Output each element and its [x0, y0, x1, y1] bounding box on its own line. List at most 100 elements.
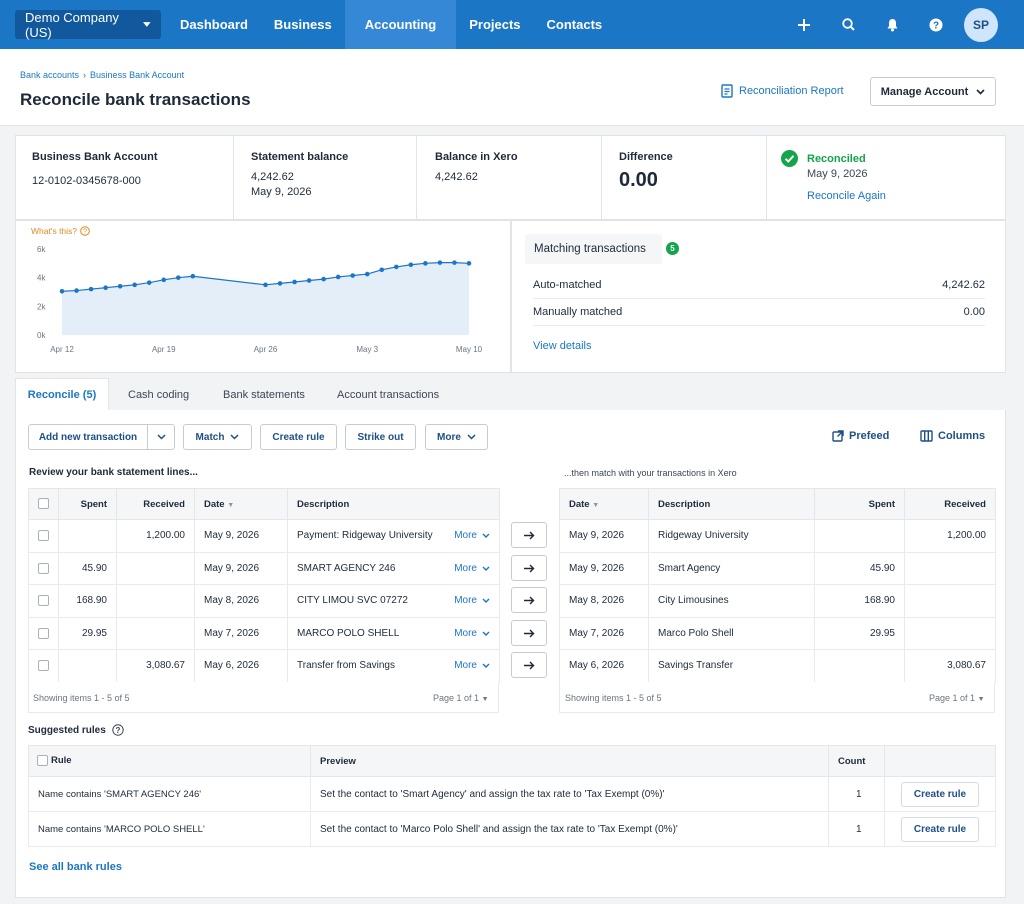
tab-bank-statements[interactable]: Bank statements	[223, 388, 305, 401]
spent-cell	[814, 519, 905, 553]
breadcrumb-business-bank-account[interactable]: Business Bank Account	[90, 70, 185, 80]
date-cell: May 6, 2026	[559, 649, 649, 683]
suggested-rules-title: Suggested rules	[28, 724, 106, 736]
strike-out-button[interactable]: Strike out	[345, 424, 416, 450]
statement-balance-date: May 9, 2026	[251, 186, 312, 198]
table-row[interactable]: 3,080.67 May 6, 2026 Transfer from Savin…	[28, 649, 500, 683]
table-row[interactable]: 168.90 May 8, 2026 CITY LIMOU SVC 07272 M…	[28, 584, 500, 618]
row-checkbox[interactable]	[38, 562, 49, 574]
tab-cash-coding[interactable]: Cash coding	[128, 388, 190, 401]
bell-icon[interactable]	[870, 0, 914, 49]
more-actions-button[interactable]: More	[425, 424, 488, 450]
table-row[interactable]: 45.90 May 9, 2026 SMART AGENCY 246 More	[28, 551, 500, 585]
chart-data-point	[292, 279, 297, 285]
more-dropdown[interactable]: More	[454, 530, 490, 541]
preview-cell: Set the contact to 'Marco Polo Shell' an…	[310, 811, 829, 847]
search-icon[interactable]	[826, 0, 870, 49]
manage-account-button[interactable]: Manage Account	[870, 77, 996, 106]
match-arrow-button[interactable]	[511, 652, 547, 678]
table-row[interactable]: May 9, 2026 Smart Agency 45.90	[559, 551, 996, 585]
row-checkbox[interactable]	[38, 595, 49, 607]
prefeed-button[interactable]: Prefeed	[832, 430, 889, 442]
reconcile-again-link[interactable]: Reconcile Again	[807, 190, 886, 202]
more-dropdown[interactable]: More	[454, 660, 490, 671]
more-dropdown[interactable]: More	[454, 563, 490, 574]
columns-button[interactable]: Columns	[920, 430, 985, 442]
table-row[interactable]: 29.95 May 7, 2026 MARCO POLO SHELL More	[28, 616, 500, 650]
nav-contacts[interactable]: Contacts	[546, 17, 603, 32]
create-rule-button[interactable]: Create rule	[901, 781, 979, 807]
row-checkbox[interactable]	[38, 660, 49, 672]
auto-matched-row: Auto-matched 4,242.62	[533, 272, 985, 299]
match-arrow-button[interactable]	[511, 587, 547, 613]
table-row[interactable]: May 9, 2026 Ridgeway University 1,200.00	[559, 519, 996, 553]
organization-switcher[interactable]: Demo Company (US)	[15, 9, 161, 40]
help-icon[interactable]: ?	[914, 0, 958, 49]
prefeed-label: Prefeed	[849, 430, 890, 442]
plus-icon[interactable]	[782, 0, 826, 49]
more-dropdown[interactable]: More	[454, 595, 490, 606]
date-cell: May 9, 2026	[194, 551, 288, 585]
chevron-down-icon: ▼	[481, 696, 489, 703]
received-column-header[interactable]: Received	[116, 488, 195, 520]
date-column-header[interactable]: Date ▼	[194, 488, 288, 520]
row-checkbox[interactable]	[38, 530, 49, 542]
date-column-header[interactable]: Date ▼	[559, 488, 649, 520]
received-cell	[904, 551, 996, 585]
match-label: Match	[195, 431, 225, 443]
left-table-pagination[interactable]: Page 1 of 1 ▼	[433, 693, 489, 703]
add-new-transaction-button[interactable]: Add new transaction	[28, 424, 148, 450]
select-all-rules-checkbox[interactable]	[37, 755, 48, 767]
date-cell: May 6, 2026	[194, 649, 288, 683]
tab-reconcile[interactable]: Reconcile (5)	[15, 378, 109, 411]
spent-column-header[interactable]: Spent	[814, 488, 905, 520]
table-row[interactable]: May 6, 2026 Savings Transfer 3,080.67	[559, 649, 996, 683]
view-details-link[interactable]: View details	[533, 340, 592, 352]
received-column-header[interactable]: Received	[904, 488, 996, 520]
create-rule-button[interactable]: Create rule	[901, 816, 979, 842]
chevron-down-icon	[482, 566, 490, 571]
table-header-row: Date ▼ Description Spent Received	[559, 488, 996, 520]
description-column-header[interactable]: Description	[287, 488, 500, 520]
select-all-checkbox[interactable]	[38, 498, 49, 510]
match-arrow-button[interactable]	[511, 522, 547, 548]
table-row[interactable]: 1,200.00 May 9, 2026 Payment: Ridgeway U…	[28, 519, 500, 553]
match-button[interactable]: Match	[183, 424, 252, 450]
nav-accounting[interactable]: Accounting	[344, 0, 457, 49]
help-icon[interactable]: ?	[112, 724, 124, 736]
see-all-bank-rules-link[interactable]: See all bank rules	[29, 861, 122, 873]
description-column-header[interactable]: Description	[648, 488, 815, 520]
whats-this-link[interactable]: What's this? ?	[31, 226, 90, 236]
table-row[interactable]: May 7, 2026 Marco Polo Shell 29.95	[559, 616, 996, 650]
chart-data-point	[350, 273, 356, 278]
breadcrumb-bank-accounts[interactable]: Bank accounts	[20, 70, 80, 80]
svg-text:?: ?	[115, 726, 120, 735]
y-tick-label: 6k	[37, 245, 46, 254]
reconciliation-report-link[interactable]: Reconciliation Report	[721, 84, 844, 98]
chart-data-point	[161, 277, 167, 283]
tab-account-transactions[interactable]: Account transactions	[337, 388, 440, 401]
nav-dashboard[interactable]: Dashboard	[180, 17, 248, 32]
match-arrow-button[interactable]	[511, 555, 547, 581]
description-cell: City Limousines	[648, 584, 815, 618]
chart-data-point	[88, 286, 94, 292]
organization-name: Demo Company (US)	[25, 9, 119, 40]
add-new-dropdown-button[interactable]	[147, 424, 175, 450]
nav-business[interactable]: Business	[273, 17, 332, 32]
chevron-down-icon	[143, 22, 151, 27]
row-checkbox[interactable]	[38, 627, 49, 639]
y-tick-label: 0k	[37, 331, 46, 340]
match-arrow-button[interactable]	[511, 620, 547, 646]
create-rule-button[interactable]: Create rule	[260, 424, 337, 450]
xero-balance-label: Balance in Xero	[435, 151, 518, 163]
description-cell: MARCO POLO SHELL More	[287, 616, 500, 650]
chevron-down-icon	[482, 598, 490, 604]
spent-column-header[interactable]: Spent	[58, 488, 117, 520]
more-dropdown[interactable]: More	[454, 628, 490, 639]
nav-projects[interactable]: Projects	[469, 17, 521, 32]
table-row[interactable]: May 8, 2026 City Limousines 168.90	[559, 584, 996, 618]
create-rule-label: Create rule	[272, 431, 325, 443]
top-icons: ? SP	[782, 0, 998, 49]
avatar[interactable]: SP	[964, 7, 998, 42]
right-table-pagination[interactable]: Page 1 of 1 ▼	[929, 693, 985, 703]
